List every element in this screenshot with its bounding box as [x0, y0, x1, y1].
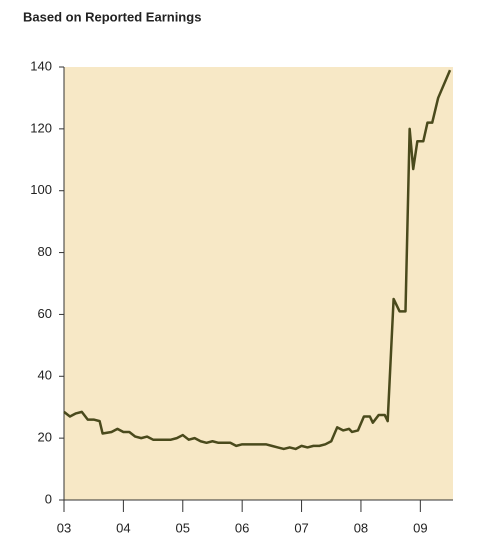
- chart-title: Based on Reported Earnings: [23, 9, 201, 24]
- x-tick-label: 09: [413, 520, 427, 535]
- y-tick-label: 20: [38, 430, 52, 445]
- y-tick-label: 100: [30, 182, 52, 197]
- x-tick-label: 08: [354, 520, 368, 535]
- plot-area: [64, 67, 453, 500]
- y-tick-label: 0: [45, 491, 52, 506]
- x-tick-label: 07: [294, 520, 308, 535]
- y-tick-label: 40: [38, 368, 52, 383]
- x-tick-label: 06: [235, 520, 249, 535]
- y-tick-label: 80: [38, 244, 52, 259]
- y-tick-label: 60: [38, 306, 52, 321]
- x-tick-label: 05: [176, 520, 190, 535]
- x-tick-label: 03: [57, 520, 71, 535]
- y-tick-label: 120: [30, 120, 52, 135]
- data-line: [63, 69, 452, 451]
- x-tick-label: 04: [116, 520, 130, 535]
- y-tick-label: 140: [30, 58, 52, 73]
